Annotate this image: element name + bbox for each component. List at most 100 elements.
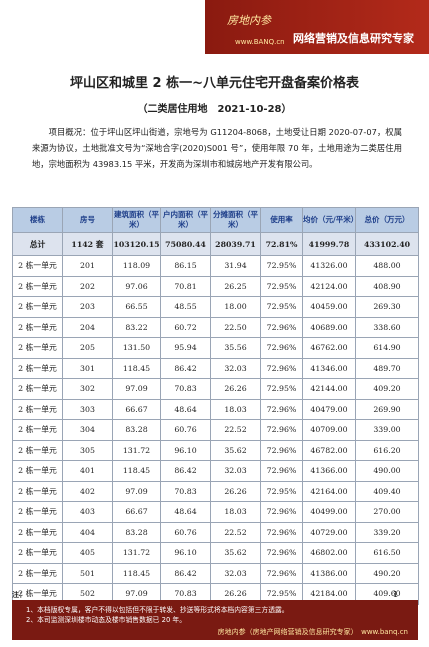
table-cell: 46782.00 [302,439,356,461]
table-cell: 72.96% [260,542,303,564]
table-cell: 304 [62,419,113,441]
table-cell: 42144.00 [302,378,356,400]
table-cell: 72.96% [260,398,303,420]
table-cell: 72.96% [260,419,303,441]
table-row: 2 栋一单元 305 131.72 96.10 35.62 72.96% 46782.00 6… [12,439,419,461]
table-cell: 60.72 [160,316,211,338]
table-cell: 2 栋一单元 [12,419,63,441]
table-cell: 131.72 [112,439,161,461]
table-cell: 32.03 [210,562,261,584]
total-cell: 28039.71 [210,232,261,256]
table-cell: 339.20 [355,521,419,543]
note-item: 2、本司监测深圳楼市动态及楼市销售数据已 20 年。 [26,616,187,624]
table-cell: 616.50 [355,542,419,564]
table-row: 2 栋一单元 403 66.67 48.64 18.03 72.96% 40499.00 27… [12,501,419,523]
column-header: 分摊面积（平米） [210,207,261,233]
table-cell: 41366.00 [302,460,356,482]
table-cell: 40709.00 [302,419,356,441]
table-cell: 303 [62,398,113,420]
table-cell: 2 栋一单元 [12,316,63,338]
table-cell: 66.67 [112,501,161,523]
table-cell: 97.09 [112,378,161,400]
table-cell: 118.45 [112,562,161,584]
table-row: 2 栋一单元 205 131.50 95.94 35.56 72.96% 46762.00 6… [12,337,419,359]
total-cell: 75080.44 [160,232,211,256]
total-row: 总计 1142 套 103120.15 75080.44 28039.71 72.81% 4… [12,232,419,256]
table-cell: 2 栋一单元 [12,562,63,584]
table-cell: 72.96% [260,501,303,523]
table-cell: 489.70 [355,357,419,379]
footer-brand: 房地内参（房地产网络营销及信息研究专家） [217,628,355,636]
table-cell: 2 栋一单元 [12,275,63,297]
table-cell: 2 栋一单元 [12,398,63,420]
table-cell: 72.96% [260,357,303,379]
table-row: 2 栋一单元 202 97.06 70.81 26.25 72.95% 42124.00 40… [12,275,419,297]
table-cell: 41386.00 [302,562,356,584]
notes-label: 注： [12,591,26,599]
table-cell: 26.26 [210,378,261,400]
total-cell: 72.81% [260,232,303,256]
table-cell: 338.60 [355,316,419,338]
table-cell: 35.62 [210,439,261,461]
table-row: 2 栋一单元 303 66.67 48.64 18.03 72.96% 40479.00 26… [12,398,419,420]
table-cell: 203 [62,296,113,318]
footer-bar: 1、本档版权专属，客户不得以包括但不限于转发、抄送等形式将本档内容第三方透露。 2… [12,600,418,640]
column-header: 楼栋 [12,207,63,233]
table-cell: 269.30 [355,296,419,318]
table-cell: 72.96% [260,316,303,338]
table-cell: 86.42 [160,357,211,379]
table-cell: 2 栋一单元 [12,542,63,564]
table-cell: 48.64 [160,501,211,523]
table-cell: 72.96% [260,337,303,359]
table-row: 2 栋一单元 401 118.45 86.42 32.03 72.96% 41366.00 4… [12,460,419,482]
subtitle: （二类居住用地 2021-10-28） [137,104,292,115]
table-cell: 83.28 [112,419,161,441]
table-cell: 35.56 [210,337,261,359]
table-cell: 202 [62,275,113,297]
note-items: 1、本档版权专属，客户不得以包括但不限于转发、抄送等形式将本档内容第三方透露。 2… [12,600,418,624]
table-cell: 301 [62,357,113,379]
table-cell: 405 [62,542,113,564]
table-body: 总计 1142 套 103120.15 75080.44 28039.71 72.81% 4… [12,232,419,605]
table-cell: 270.00 [355,501,419,523]
notes: 注： 1 [12,590,418,600]
table-cell: 42124.00 [302,275,356,297]
table-cell: 96.10 [160,542,211,564]
table-cell: 70.81 [160,275,211,297]
table-cell: 409.20 [355,378,419,400]
total-cell: 103120.15 [112,232,161,256]
header-row: 楼栋 房号 建筑面积（平米） 户内面积（平米） 分摊面积（平米） 使用率 均价（元/平米）总… [12,207,419,233]
table-cell: 18.03 [210,501,261,523]
overview: 项目概况：位于坪山区坪山街道，宗地号为 G11204-8068，土地受让日期 2… [32,127,402,169]
table-cell: 118.09 [112,255,161,277]
table-cell: 402 [62,480,113,502]
table-cell: 60.76 [160,521,211,543]
table-cell: 72.95% [260,296,303,318]
table-cell: 490.00 [355,460,419,482]
table-cell: 2 栋一单元 [12,521,63,543]
table-cell: 40459.00 [302,296,356,318]
table-cell: 2 栋一单元 [12,337,63,359]
table-cell: 72.96% [260,562,303,584]
table-cell: 408.90 [355,275,419,297]
table-cell: 2 栋一单元 [12,501,63,523]
column-header: 建筑面积（平米） [112,207,161,233]
banner-brand: 房地内参 [227,14,271,27]
table-row: 2 栋一单元 204 83.22 60.72 22.50 72.96% 40689.00 33… [12,316,419,338]
table-cell: 97.09 [112,480,161,502]
table-cell: 31.94 [210,255,261,277]
table-cell: 60.76 [160,419,211,441]
footer-url: www.banq.cn [361,628,408,636]
table-cell: 616.20 [355,439,419,461]
table-cell: 41326.00 [302,255,356,277]
table-cell: 86.42 [160,460,211,482]
table-cell: 26.25 [210,275,261,297]
table-cell: 86.15 [160,255,211,277]
table-cell: 35.62 [210,542,261,564]
table-cell: 2 栋一单元 [12,378,63,400]
table-row: 2 栋一单元 404 83.28 60.76 22.52 72.96% 40729.00 33… [12,521,419,543]
table-cell: 48.64 [160,398,211,420]
table-cell: 86.42 [160,562,211,584]
table-cell: 22.52 [210,521,261,543]
table-cell: 339.00 [355,419,419,441]
